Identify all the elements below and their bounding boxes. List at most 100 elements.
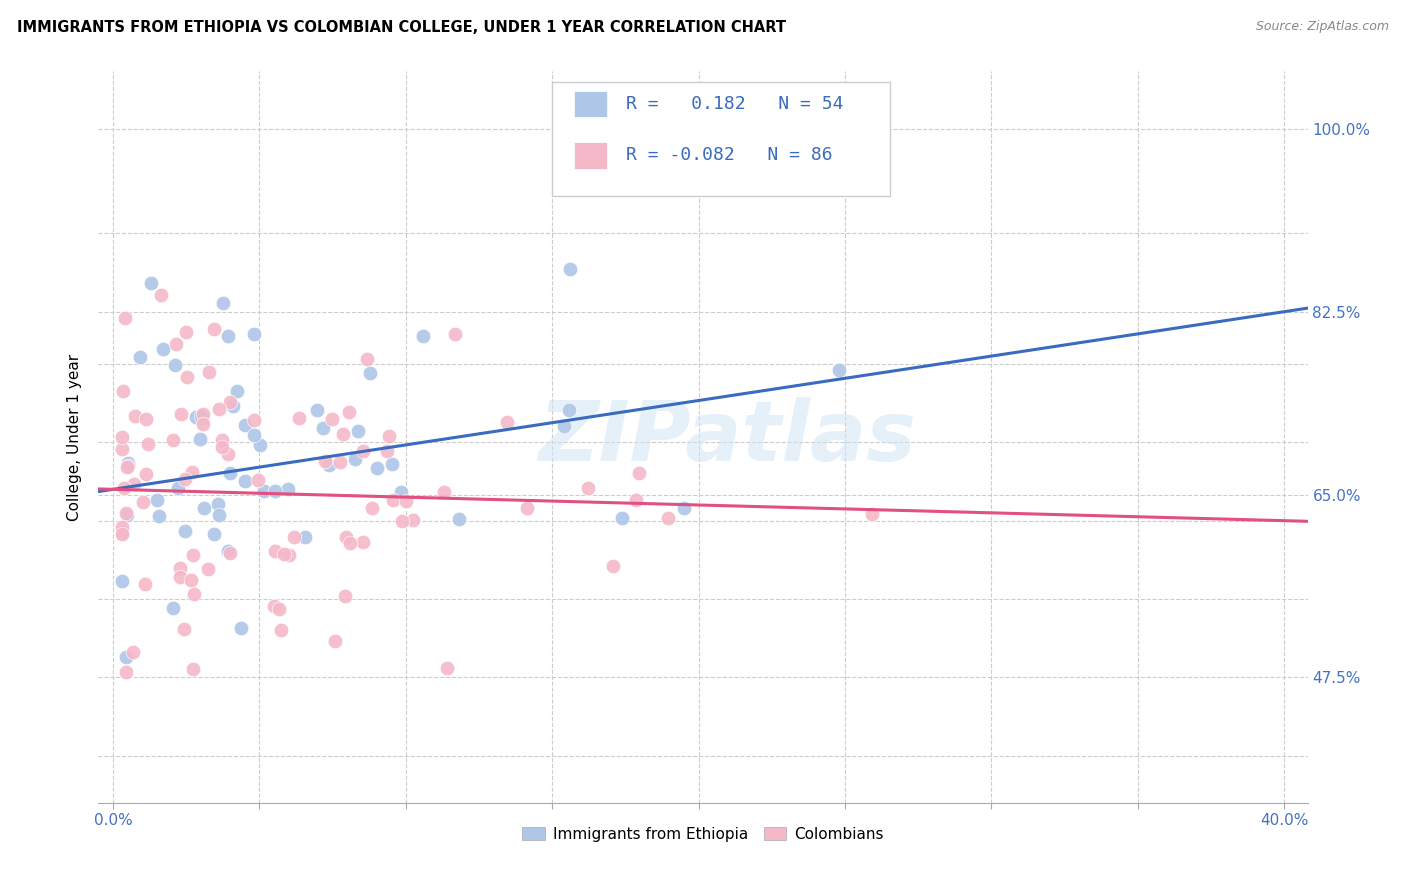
Point <box>346 424 368 438</box>
Point <box>222 399 245 413</box>
Point <box>166 481 188 495</box>
Point <box>139 276 162 290</box>
Text: Source: ZipAtlas.com: Source: ZipAtlas.com <box>1256 20 1389 33</box>
Point <box>217 447 239 461</box>
Point <box>389 485 412 500</box>
Point <box>359 366 381 380</box>
Point <box>111 520 134 534</box>
Point <box>366 461 388 475</box>
Point <box>117 508 139 522</box>
Point <box>333 589 356 603</box>
Point <box>193 501 215 516</box>
Point <box>173 622 195 636</box>
Point <box>305 402 328 417</box>
Point <box>249 437 271 451</box>
Point <box>381 493 404 508</box>
Point <box>208 508 231 523</box>
Point <box>264 544 287 558</box>
Point <box>115 459 138 474</box>
Point <box>395 494 418 508</box>
Point <box>217 329 239 343</box>
Point <box>117 458 139 473</box>
Point <box>288 411 311 425</box>
Point <box>225 384 247 399</box>
Point <box>132 494 155 508</box>
Point <box>263 484 285 499</box>
Point <box>657 511 679 525</box>
Point <box>218 395 240 409</box>
Point <box>134 577 156 591</box>
Point <box>323 633 346 648</box>
Point <box>231 621 253 635</box>
Point <box>115 506 138 520</box>
Point <box>152 342 174 356</box>
Point <box>176 369 198 384</box>
Point <box>433 484 456 499</box>
Point <box>112 384 135 398</box>
Point <box>233 417 256 432</box>
Point <box>381 458 404 472</box>
Point <box>111 526 134 541</box>
Point <box>401 513 423 527</box>
Point <box>318 458 340 472</box>
Point <box>553 418 575 433</box>
Point <box>163 358 186 372</box>
Point <box>114 665 136 679</box>
Point <box>243 427 266 442</box>
Point <box>169 407 191 421</box>
Point <box>184 410 207 425</box>
Point <box>180 465 202 479</box>
Point <box>173 524 195 538</box>
Point <box>283 530 305 544</box>
Point <box>444 327 467 342</box>
Point <box>191 417 214 431</box>
Point <box>211 440 233 454</box>
Point <box>212 296 235 310</box>
Point <box>335 530 357 544</box>
Point <box>516 501 538 516</box>
Point <box>449 512 471 526</box>
Point <box>181 661 204 675</box>
Point <box>169 570 191 584</box>
Point <box>343 452 366 467</box>
Point <box>174 325 197 339</box>
Point <box>114 310 136 325</box>
Point <box>202 322 225 336</box>
Point <box>181 548 204 562</box>
Point <box>612 511 634 525</box>
Point <box>148 509 170 524</box>
Point <box>135 467 157 481</box>
Text: R =   0.182   N = 54: R = 0.182 N = 54 <box>626 95 844 113</box>
Point <box>560 262 582 277</box>
Point <box>332 427 354 442</box>
Point <box>378 429 401 443</box>
Point <box>111 524 134 539</box>
Point <box>243 413 266 427</box>
Point <box>111 430 134 444</box>
Point <box>672 500 695 515</box>
Point <box>193 407 215 421</box>
Point <box>150 288 173 302</box>
Text: ZIPatlas: ZIPatlas <box>538 397 917 477</box>
Point <box>329 455 352 469</box>
Point <box>235 474 257 488</box>
Point <box>277 548 299 562</box>
Point <box>294 530 316 544</box>
Point <box>360 501 382 516</box>
Point <box>219 546 242 560</box>
Point <box>270 623 292 637</box>
Point <box>124 409 146 424</box>
Point <box>375 443 398 458</box>
Point <box>117 456 139 470</box>
Point <box>122 645 145 659</box>
Point <box>253 484 276 499</box>
Point <box>576 481 599 495</box>
Point <box>312 421 335 435</box>
Point <box>353 444 375 458</box>
FancyBboxPatch shape <box>574 142 607 169</box>
Point <box>136 437 159 451</box>
Point <box>135 412 157 426</box>
Point <box>162 433 184 447</box>
Point <box>129 351 152 365</box>
Point <box>321 412 343 426</box>
